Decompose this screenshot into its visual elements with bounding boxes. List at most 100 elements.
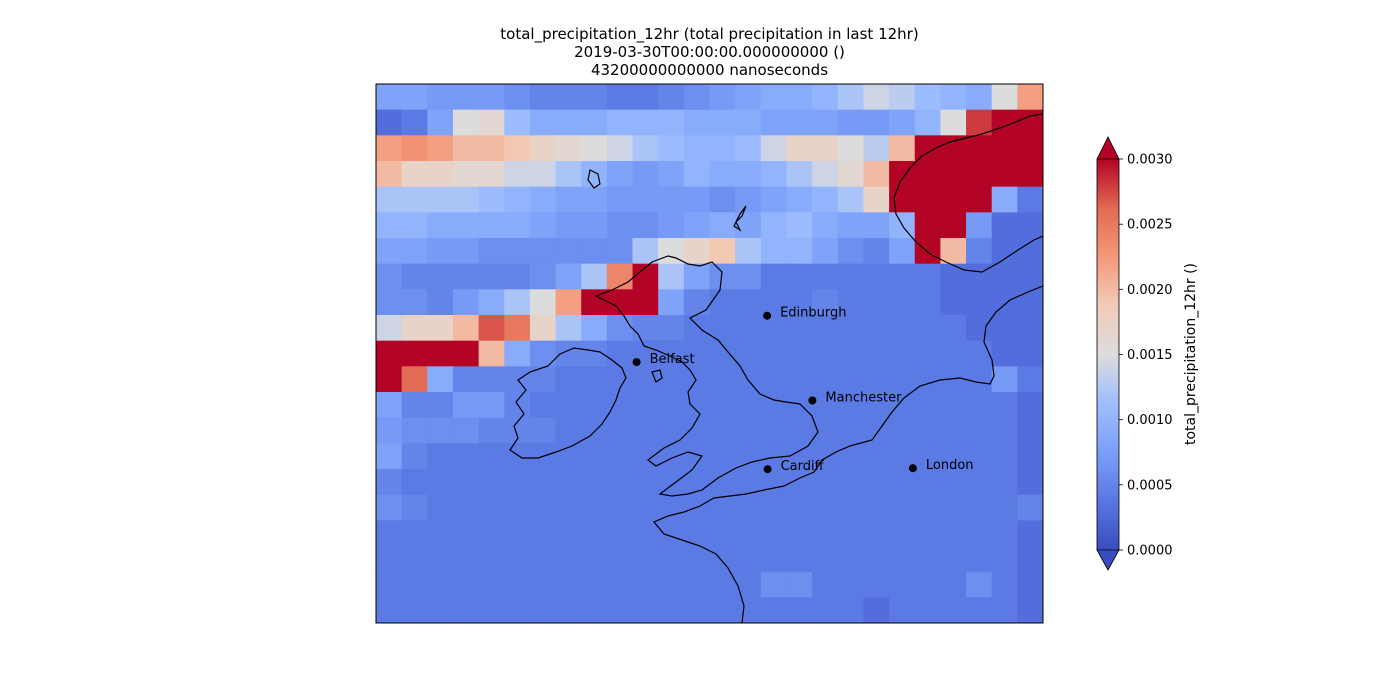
heatmap-cell bbox=[581, 597, 608, 623]
heatmap-cell bbox=[606, 520, 634, 547]
heatmap-cell bbox=[991, 597, 1018, 623]
heatmap-cell bbox=[940, 238, 967, 265]
heatmap-cell bbox=[606, 571, 634, 598]
heatmap-cell bbox=[786, 392, 813, 419]
heatmap-cell bbox=[683, 417, 711, 444]
heatmap-cell bbox=[812, 238, 839, 265]
heatmap-cell bbox=[837, 289, 865, 316]
heatmap-cell bbox=[606, 212, 634, 239]
heatmap-cell bbox=[401, 571, 428, 598]
heatmap-cell bbox=[837, 443, 865, 470]
heatmap-cell bbox=[735, 546, 762, 573]
heatmap-cell bbox=[940, 340, 967, 367]
heatmap-cell bbox=[427, 392, 454, 419]
heatmap-cell bbox=[529, 597, 557, 623]
heatmap-cell bbox=[658, 366, 685, 393]
heatmap-cell bbox=[760, 186, 788, 213]
heatmap-cell bbox=[837, 546, 865, 573]
city-label-edinburgh: Edinburgh bbox=[780, 306, 846, 321]
heatmap-cell bbox=[632, 520, 659, 547]
heatmap-cell bbox=[376, 161, 403, 188]
heatmap-cell bbox=[735, 417, 762, 444]
heatmap-cell bbox=[632, 469, 659, 496]
heatmap-cell bbox=[581, 186, 608, 213]
coastline-norway bbox=[893, 113, 1043, 273]
heatmap-cell bbox=[889, 469, 916, 496]
heatmap-cell bbox=[658, 494, 685, 521]
heatmap-cell bbox=[529, 109, 557, 136]
heatmap-cell bbox=[452, 571, 480, 598]
heatmap-cell bbox=[452, 238, 480, 265]
heatmap-cell bbox=[914, 571, 941, 598]
heatmap-cell bbox=[529, 340, 557, 367]
heatmap-cell bbox=[376, 238, 403, 265]
heatmap-cell bbox=[863, 135, 890, 162]
heatmap-cell bbox=[1017, 520, 1043, 547]
heatmap-cell bbox=[837, 238, 865, 265]
heatmap-cell bbox=[812, 366, 839, 393]
colorbar-tick-label: 0.0030 bbox=[1127, 153, 1173, 168]
heatmap-cell bbox=[632, 186, 659, 213]
heatmap-cell bbox=[863, 443, 890, 470]
heatmap-cell bbox=[658, 289, 685, 316]
heatmap-cell bbox=[555, 212, 582, 239]
heatmap-cell bbox=[555, 571, 582, 598]
heatmap-cell bbox=[452, 135, 480, 162]
heatmap-cell bbox=[504, 289, 531, 316]
heatmap-cell bbox=[940, 494, 967, 521]
heatmap-cell bbox=[760, 520, 788, 547]
heatmap-cell bbox=[401, 417, 428, 444]
heatmap-cell bbox=[991, 392, 1018, 419]
heatmap-cell bbox=[914, 109, 941, 136]
city-label-cardiff: Cardiff bbox=[781, 459, 825, 474]
heatmap-cell bbox=[760, 366, 788, 393]
heatmap-cell bbox=[401, 546, 428, 573]
heatmap-cell bbox=[914, 366, 941, 393]
heatmap-cell bbox=[991, 546, 1018, 573]
heatmap-cell bbox=[401, 494, 428, 521]
heatmap-cell bbox=[478, 84, 505, 111]
heatmap-cell bbox=[709, 135, 736, 162]
heatmap-cell bbox=[735, 186, 762, 213]
coastline-continent bbox=[653, 285, 1043, 623]
heatmap-cell bbox=[991, 263, 1018, 290]
heatmap-cell bbox=[991, 84, 1018, 111]
heatmap-cell bbox=[837, 212, 865, 239]
colorbar: 0.0000 0.0005 0.0010 0.0015 0.0020 0.0025 0.00… bbox=[1096, 136, 1199, 571]
heatmap-cell bbox=[1017, 366, 1043, 393]
heatmap-cell bbox=[683, 263, 711, 290]
coastlines bbox=[509, 113, 1043, 623]
heatmap-cell bbox=[504, 263, 531, 290]
heatmap-cell bbox=[529, 546, 557, 573]
heatmap-cell bbox=[504, 238, 531, 265]
heatmap-cell bbox=[863, 161, 890, 188]
heatmap-cell bbox=[376, 340, 403, 367]
heatmap-cell bbox=[376, 135, 403, 162]
heatmap-cell bbox=[427, 263, 454, 290]
heatmap-cell bbox=[504, 84, 531, 111]
heatmap-cell bbox=[786, 366, 813, 393]
heatmap-cell bbox=[786, 443, 813, 470]
heatmap-cell bbox=[966, 161, 993, 188]
heatmap-cell bbox=[478, 315, 505, 342]
heatmap-cell bbox=[632, 417, 659, 444]
heatmap-cell bbox=[812, 315, 839, 342]
heatmap-cell bbox=[606, 186, 634, 213]
heatmap-cell bbox=[452, 315, 480, 342]
heatmap-cell bbox=[529, 238, 557, 265]
heatmap-cell bbox=[812, 135, 839, 162]
heatmap-cell bbox=[401, 186, 428, 213]
title-line-1: total_precipitation_12hr (total precipit… bbox=[500, 25, 919, 43]
heatmap-cell bbox=[376, 571, 403, 598]
heatmap-cell bbox=[991, 135, 1018, 162]
heatmap-cell bbox=[735, 263, 762, 290]
heatmap-cell bbox=[452, 109, 480, 136]
heatmap-cell bbox=[1017, 469, 1043, 496]
heatmap-cell bbox=[966, 443, 993, 470]
heatmap-cell bbox=[658, 392, 685, 419]
heatmap-cell bbox=[991, 186, 1018, 213]
heatmap-cell bbox=[735, 392, 762, 419]
heatmap-cell bbox=[863, 186, 890, 213]
city-label-manchester: Manchester bbox=[825, 391, 902, 406]
heatmap-cell bbox=[504, 494, 531, 521]
